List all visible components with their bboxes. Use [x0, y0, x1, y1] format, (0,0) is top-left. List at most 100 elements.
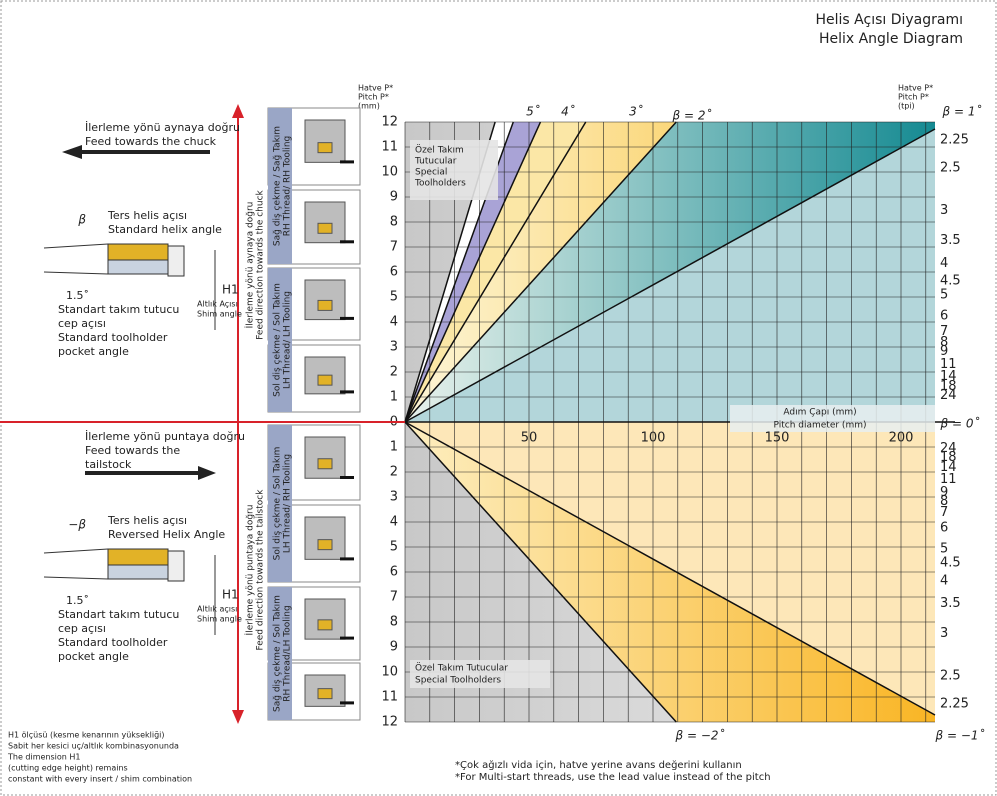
tick-label: 5 — [940, 542, 948, 557]
tick-label: 5 — [390, 540, 398, 555]
helix-line — [404, 121, 542, 423]
tick-label: 11 — [940, 472, 957, 487]
tool-body — [304, 279, 346, 321]
note: Sabit her kesici uç/altlık kombinasyonun… — [8, 742, 179, 751]
angle-label: 1.5˚ — [66, 594, 89, 607]
angle-label: β = 2˚ — [672, 108, 712, 123]
tick-label: 2.5 — [940, 669, 961, 684]
helix-label: −β — [68, 518, 86, 532]
shim — [107, 259, 169, 275]
tick-label: 2.5 — [940, 161, 961, 176]
helix-label: β — [77, 213, 86, 227]
tick-label: 24 — [940, 441, 957, 456]
angle-label: 5˚ — [526, 104, 540, 119]
tick-label: 5 — [390, 290, 398, 305]
angle-label: 4˚ — [561, 104, 575, 119]
tick-label: 8 — [940, 335, 948, 350]
tick-label: 10 — [381, 165, 398, 180]
tick-label: 1 — [390, 440, 398, 455]
tick-label: 6 — [940, 520, 948, 535]
arrow-head — [198, 466, 216, 480]
angle-label: β = −2˚ — [674, 728, 724, 743]
tick-label: 4 — [940, 573, 948, 588]
insert — [317, 222, 333, 234]
pocket-text: pocket angle — [58, 650, 129, 663]
tick-label: 4 — [940, 256, 948, 271]
feed-text: Feed towards the — [85, 444, 180, 457]
insert — [107, 243, 169, 261]
label-box — [410, 660, 550, 688]
tick-label: 4.5 — [940, 273, 961, 288]
tick-label: 9 — [390, 190, 398, 205]
tool-body — [304, 436, 346, 479]
angle-label: β = 0˚ — [940, 416, 980, 431]
tick-label: 100 — [641, 431, 666, 446]
tick-label: 1 — [390, 390, 398, 405]
insert — [107, 548, 169, 566]
tick-label: 12 — [381, 115, 398, 130]
feed-text: tailstock — [85, 458, 132, 471]
arrow-head — [232, 104, 244, 118]
tick-label: 18 — [940, 379, 957, 394]
tick-label: 6 — [940, 309, 948, 324]
pocket-text: Standart takım tutucu — [58, 608, 179, 621]
helix-line — [404, 128, 936, 423]
shim — [107, 564, 169, 580]
dim-line — [43, 243, 109, 249]
tick-label: 50 — [521, 431, 538, 446]
tool-strip — [268, 425, 292, 582]
tick-label: 3 — [390, 340, 398, 355]
tick-label: 7 — [940, 505, 948, 520]
feed-vertical: Feed direction towards the chuck — [256, 189, 266, 339]
label-box — [410, 140, 498, 200]
insert — [317, 619, 333, 631]
tool-label: LH Thread/ LH Tooling — [283, 291, 293, 389]
tick-label: 9 — [390, 640, 398, 655]
tick-label: 2 — [390, 365, 398, 380]
helix-line — [404, 121, 587, 423]
pocket-text: pocket angle — [58, 345, 129, 358]
axis-title: Pitch P* — [358, 93, 389, 102]
tool-body — [304, 598, 346, 640]
tick-label: 11 — [381, 140, 398, 155]
helix-text: Ters helis açısı — [107, 209, 187, 222]
feed-text: İlerleme yönü aynaya doğru — [85, 121, 240, 134]
tool-label: Sol diş çekme / Sol Takım — [273, 283, 283, 397]
arrow-head — [62, 145, 82, 159]
helix-text: Ters helis açısı — [107, 514, 187, 527]
tick-label: 4.5 — [940, 556, 961, 571]
tick-label: 7 — [390, 240, 398, 255]
pocket-text: Standard toolholder — [58, 636, 168, 649]
tick-label: 3 — [940, 626, 948, 641]
feed-text: Feed towards the chuck — [85, 135, 217, 148]
title: Helis Açısı Diyagramı — [816, 12, 964, 28]
tick-label: 2 — [390, 465, 398, 480]
note: (cutting edge height) remains — [8, 764, 128, 773]
tick-label: 9 — [940, 485, 948, 500]
tick-label: 3 — [940, 203, 948, 218]
tool-body — [304, 201, 346, 244]
axis-title: (tpi) — [898, 102, 915, 111]
feed-vertical: İlerleme yönü puntaya doğru — [245, 505, 256, 636]
region-label: Özel Takım Tutucular — [415, 663, 508, 674]
h1-label: H1 — [222, 283, 239, 297]
h1-label: H1 — [222, 588, 239, 602]
tick-label: 2.25 — [940, 697, 969, 712]
tool-strip — [268, 108, 292, 264]
tool-label: LH Thread/ RH Tooling — [283, 454, 293, 553]
arrow-head — [232, 710, 244, 724]
feed-vertical: İlerleme yönü aynaya doğru — [245, 202, 256, 329]
note: H1 ölçüsü (kesme kenarının yüksekliği) — [8, 731, 165, 740]
tick-label: 14 — [940, 460, 957, 475]
insert — [317, 458, 333, 470]
tick-label: 2.25 — [940, 132, 969, 147]
helix-line — [404, 421, 677, 723]
tick-label: 10 — [381, 665, 398, 680]
tick-label: 4 — [390, 315, 398, 330]
region-label: Special — [415, 168, 447, 178]
region-label: Special Toolholders — [415, 676, 501, 686]
tool-label: RH Thread/LH Tooling — [283, 605, 293, 701]
tick-label: 7 — [390, 590, 398, 605]
tick-label: 200 — [889, 431, 914, 446]
